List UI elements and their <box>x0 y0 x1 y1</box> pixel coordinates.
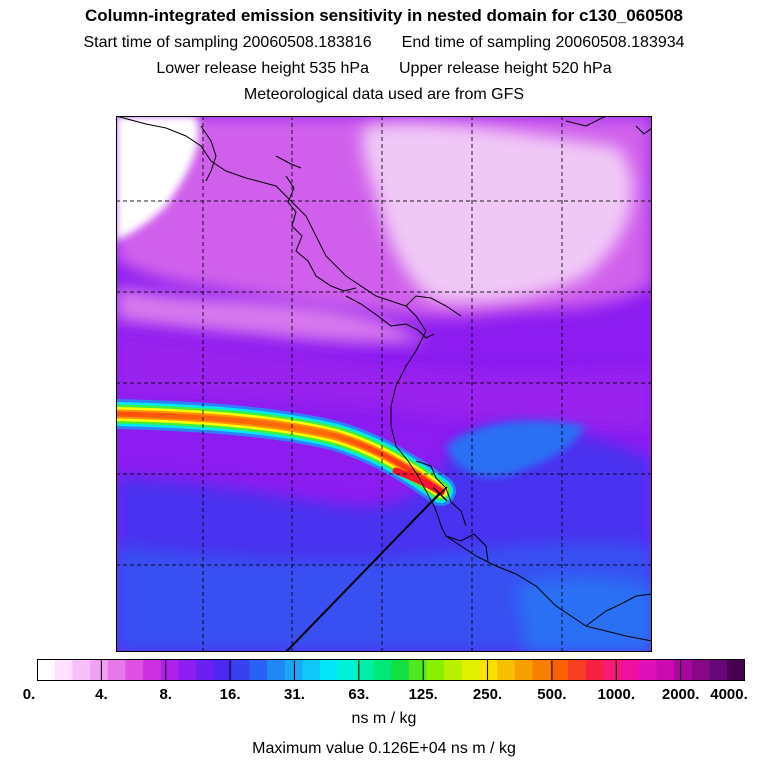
colorbar-tick-label: 4000. <box>710 686 748 703</box>
colorbar-swatch <box>444 659 463 681</box>
southeast-blue-patch <box>516 576 652 652</box>
maximum-value-label: Maximum value 0.126E+04 ns m / kg <box>252 740 516 757</box>
end-time-label: End time of sampling 20060508.183934 <box>401 34 685 51</box>
colorbar-swatch <box>621 659 640 681</box>
plot-title: Column-integrated emission sensitivity i… <box>84 6 684 25</box>
colorbar-swatch <box>532 659 551 681</box>
colorbar-swatch <box>479 659 498 681</box>
met-data-label: Meteorological data used are from GFS <box>243 86 525 103</box>
colorbar-swatch <box>196 659 215 681</box>
colorbar-tick-label: 0. <box>22 686 36 703</box>
colorbar-tick-label: 1000. <box>597 686 636 703</box>
colorbar-tick-label: 16. <box>219 686 241 703</box>
colorbar-units: ns m / kg <box>351 710 417 727</box>
colorbar-swatch <box>125 659 144 681</box>
colorbar-tick-label: 500. <box>537 686 567 703</box>
colorbar-swatch <box>178 659 197 681</box>
colorbar-swatch <box>408 659 427 681</box>
colorbar-swatch <box>320 659 339 681</box>
release-point-marker <box>432 486 448 502</box>
colorbar-swatch <box>603 659 622 681</box>
colorbar-swatch <box>214 659 233 681</box>
map-border <box>116 116 652 652</box>
colorbar-tick-label: 8. <box>159 686 172 703</box>
colorbar-swatch <box>674 659 693 681</box>
colorbar-swatch <box>107 659 126 681</box>
ocean-cyan-patch <box>446 421 586 478</box>
sensitivity-map <box>116 116 652 652</box>
coastlines <box>116 116 652 642</box>
colorbar-swatch <box>231 659 250 681</box>
colorbar-tick-label: 250. <box>472 686 503 703</box>
colorbar-swatch <box>461 659 480 681</box>
very-low-sensitivity-region <box>361 123 633 303</box>
colorbar-swatch <box>585 659 604 681</box>
colorbar-tick-label: 2000. <box>661 686 700 703</box>
colorbar-swatch <box>54 659 73 681</box>
ocean-lower-region <box>116 541 652 652</box>
colorbar-swatch <box>143 659 162 681</box>
lat-lon-grid <box>116 116 652 652</box>
colorbar-swatch <box>37 659 56 681</box>
colorbar-swatch <box>373 659 392 681</box>
start-time-label: Start time of sampling 20060508.183816 <box>83 34 372 51</box>
colorbar-swatch <box>355 659 374 681</box>
colorbar-tick-label: 125. <box>408 686 438 703</box>
colorbar-swatch <box>691 659 711 681</box>
white-corner-region <box>116 116 199 241</box>
colorbar-swatch <box>497 659 516 681</box>
lower-release-label: Lower release height 535 hPa <box>156 60 369 77</box>
colorbar-swatch <box>284 659 303 681</box>
colorbar-swatch <box>267 659 286 681</box>
colorbar-swatch <box>337 659 357 681</box>
upper-release-label: Upper release height 520 hPa <box>399 60 612 77</box>
colorbar <box>37 659 745 681</box>
emission-plume <box>116 399 456 506</box>
flight-track <box>285 492 441 652</box>
colorbar-tick-label: 31. <box>284 686 305 703</box>
colorbar-border <box>37 659 745 681</box>
colorbar-swatch <box>302 659 321 681</box>
colorbar-swatch <box>249 659 268 681</box>
colorbar-swatch <box>709 659 728 681</box>
colorbar-swatch <box>514 659 534 681</box>
colorbar-swatch <box>72 659 91 681</box>
pale-band <box>116 286 426 344</box>
colorbar-swatch <box>656 659 675 681</box>
colorbar-tick-label: 4. <box>95 686 108 703</box>
colorbar-swatch <box>550 659 569 681</box>
colorbar-swatch <box>160 659 180 681</box>
colorbar-swatch <box>391 659 410 681</box>
release-heights: Lower release height 535 hPa Upper releas… <box>0 60 768 78</box>
sampling-times: Start time of sampling 20060508.183816 En… <box>0 34 768 52</box>
colorbar-swatch <box>727 659 745 681</box>
colorbar-swatch <box>568 659 587 681</box>
colorbar-swatch <box>90 659 109 681</box>
colorbar-tick-label: 63. <box>348 686 370 703</box>
colorbar-swatch <box>638 659 657 681</box>
colorbar-swatch <box>426 659 445 681</box>
mid-violet-region <box>116 331 652 429</box>
